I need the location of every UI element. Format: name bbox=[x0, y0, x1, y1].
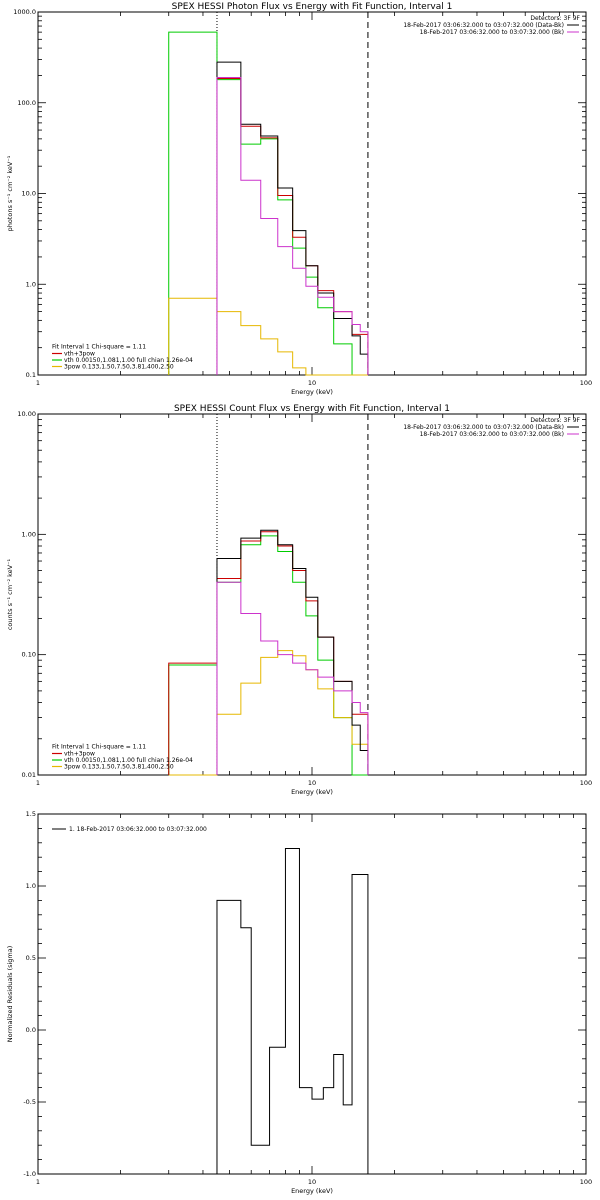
count-series-0-step-line bbox=[168, 535, 368, 776]
photon-y-tick-label: 10.0 bbox=[22, 190, 36, 198]
residual-y-axis-label: Normalized Residuals (sigma) bbox=[6, 946, 14, 1043]
photon-fit-legend-text: vth 0.00150,1.081,1.00 full chian 1.26e-… bbox=[64, 357, 193, 364]
count-series-4-step-line bbox=[216, 581, 369, 775]
photon-x-tick-label: 1 bbox=[36, 379, 40, 387]
count-legend-entry-text: 18-Feb-2017 03:06:32.000 to 03:07:32.000… bbox=[420, 431, 564, 438]
residual-y-tick-label: 1.0 bbox=[26, 882, 36, 890]
count-y-tick-label: 0.01 bbox=[22, 771, 36, 779]
photon-series-4-step-line bbox=[216, 76, 369, 375]
count-legend-detectors: Detectors: 3F 9F bbox=[530, 417, 580, 424]
count-x-axis-label: Energy (keV) bbox=[291, 788, 333, 796]
count-x-tick-label: 10 bbox=[308, 779, 316, 787]
count-series-2-step-line bbox=[168, 531, 369, 775]
residual-plot-frame bbox=[37, 813, 587, 1175]
photon-legend-entry-text: 18-Feb-2017 03:06:32.000 to 03:07:32.000… bbox=[403, 22, 564, 29]
count-plot-frame bbox=[37, 413, 587, 776]
residual-series-0-step-line bbox=[216, 848, 369, 1174]
residual-y-tick-label: 0.0 bbox=[26, 1026, 36, 1034]
count-flux-panel: SPEX HESSI Count Flux vs Energy with Fit… bbox=[6, 404, 592, 796]
photon-y-tick-label: 100.0 bbox=[17, 99, 36, 107]
photon-fit-legend-text: 3pow 0.133,1.50,7.50,3.81,400,2.50 bbox=[64, 364, 174, 371]
photon-legend-detectors: Detectors: 3F 9F bbox=[530, 15, 580, 22]
residual-x-tick-label: 100 bbox=[580, 1178, 592, 1186]
count-y-tick-label: 1.00 bbox=[22, 530, 36, 538]
count-x-tick-label: 100 bbox=[580, 779, 592, 787]
count-fit-legend-header: Fit Interval 1 Chi-square = 1.11 bbox=[52, 744, 146, 751]
residual-x-tick-label: 1 bbox=[36, 1178, 40, 1186]
photon-plot-frame bbox=[37, 11, 587, 376]
residual-x-axis-label: Energy (keV) bbox=[291, 1187, 333, 1195]
residual-legend-entry-text: 1. 18-Feb-2017 03:06:32.000 to 03:07:32.… bbox=[69, 826, 207, 833]
photon-series-0-step-line bbox=[168, 31, 368, 376]
photon-series-3-step-line bbox=[216, 61, 369, 375]
residual-x-tick-label: 10 bbox=[308, 1178, 316, 1186]
count-chart-title: SPEX HESSI Count Flux vs Energy with Fit… bbox=[174, 404, 450, 414]
photon-legend-entry-text: 18-Feb-2017 03:06:32.000 to 03:07:32.000… bbox=[420, 29, 564, 36]
photon-fit-legend-header: Fit Interval 1 Chi-square = 1.11 bbox=[52, 344, 146, 351]
photon-y-tick-label: 1.0 bbox=[26, 280, 36, 288]
photon-fit-legend-text: vth+3pow bbox=[64, 351, 95, 358]
photon-y-tick-label: 1000.0 bbox=[13, 8, 36, 16]
photon-x-tick-label: 10 bbox=[308, 379, 316, 387]
residual-y-tick-label: -1.0 bbox=[23, 1170, 36, 1178]
residuals-panel: 1 10 100 -1.0 -0.5 0.0 0.5 1.0 1.5 Energy (keV) No… bbox=[6, 810, 592, 1195]
count-fit-legend-text: vth 0.00150,1.081,1.00 full chian 1.26e-… bbox=[64, 757, 193, 764]
residual-y-tick-label: -0.5 bbox=[23, 1098, 36, 1106]
count-series-1-step-line bbox=[168, 650, 369, 776]
photon-flux-panel: SPEX HESSI Photon Flux vs Energy with Fi… bbox=[6, 2, 592, 396]
photon-x-tick-label: 100 bbox=[580, 379, 592, 387]
photon-x-axis-label: Energy (keV) bbox=[291, 388, 333, 396]
count-series-3-step-line bbox=[216, 529, 369, 775]
residual-y-tick-label: 0.5 bbox=[26, 954, 36, 962]
count-fit-legend-text: vth+3pow bbox=[64, 751, 95, 758]
photon-chart-title: SPEX HESSI Photon Flux vs Energy with Fi… bbox=[172, 2, 453, 12]
residual-y-tick-label: 1.5 bbox=[26, 810, 36, 818]
count-legend-entry-text: 18-Feb-2017 03:06:32.000 to 03:07:32.000… bbox=[403, 424, 564, 431]
photon-y-tick-label: 0.1 bbox=[26, 371, 36, 379]
count-y-tick-label: 0.10 bbox=[22, 651, 36, 659]
count-fit-legend-text: 3pow 0.133,1.50,7.50,3.81,400,2.50 bbox=[64, 764, 174, 771]
count-y-axis-label: counts s⁻¹ cm⁻² keV⁻¹ bbox=[6, 558, 14, 630]
photon-series-1-step-line bbox=[168, 297, 368, 376]
count-x-tick-label: 1 bbox=[36, 779, 40, 787]
photon-y-axis-label: photons s⁻¹ cm⁻² keV⁻¹ bbox=[6, 155, 14, 231]
count-y-tick-label: 10.00 bbox=[17, 410, 36, 418]
